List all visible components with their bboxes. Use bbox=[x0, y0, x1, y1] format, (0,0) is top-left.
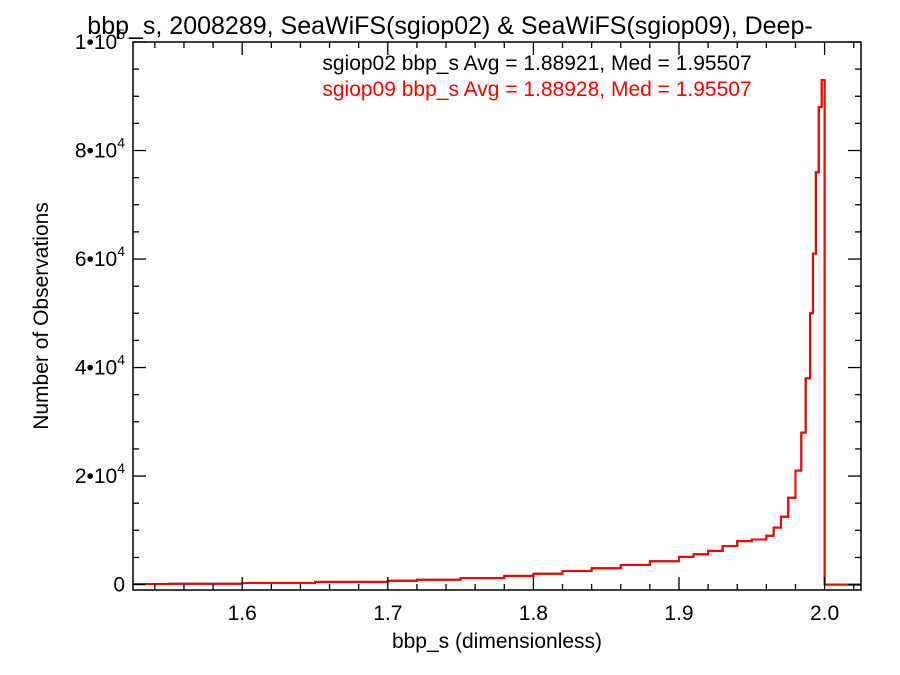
chart-title: bbp_s, 2008289, SeaWiFS(sgiop02) & SeaWi… bbox=[87, 12, 812, 40]
axis-ticks bbox=[133, 41, 861, 590]
series-layer bbox=[133, 78, 861, 586]
stats-annotation: sgiop09 bbp_s Avg = 1.88928, Med = 1.955… bbox=[322, 78, 751, 101]
y-tick-label: 4•104 bbox=[75, 352, 125, 380]
x-axis-label: bbp_s (dimensionless) bbox=[392, 630, 602, 653]
stats-annotation: sgiop02 bbp_s Avg = 1.88921, Med = 1.955… bbox=[322, 52, 751, 75]
tick-labels: 1.6 1.7 1.8 1.9 2.0 0 2•104 4•104 6•104 8•104 1•10… bbox=[75, 26, 839, 625]
x-tick-label: 1.6 bbox=[228, 602, 257, 625]
y-tick-label: 0 bbox=[113, 574, 125, 597]
y-tick-label: 2•104 bbox=[75, 460, 125, 488]
x-tick-label: 1.7 bbox=[373, 602, 402, 625]
y-tick-label: 1•105 bbox=[75, 26, 125, 54]
plot-frame bbox=[132, 41, 862, 591]
y-tick-label: 6•104 bbox=[75, 243, 125, 271]
x-tick-label: 1.9 bbox=[664, 602, 693, 625]
x-tick-label: 2.0 bbox=[810, 602, 839, 625]
y-axis-label: Number of Observations bbox=[30, 202, 53, 430]
x-tick-label: 1.8 bbox=[519, 602, 548, 625]
annotations: sgiop02 bbp_s Avg = 1.88921, Med = 1.955… bbox=[322, 52, 751, 101]
series-sgiop09-line bbox=[133, 78, 861, 586]
y-tick-label: 8•104 bbox=[75, 135, 125, 163]
